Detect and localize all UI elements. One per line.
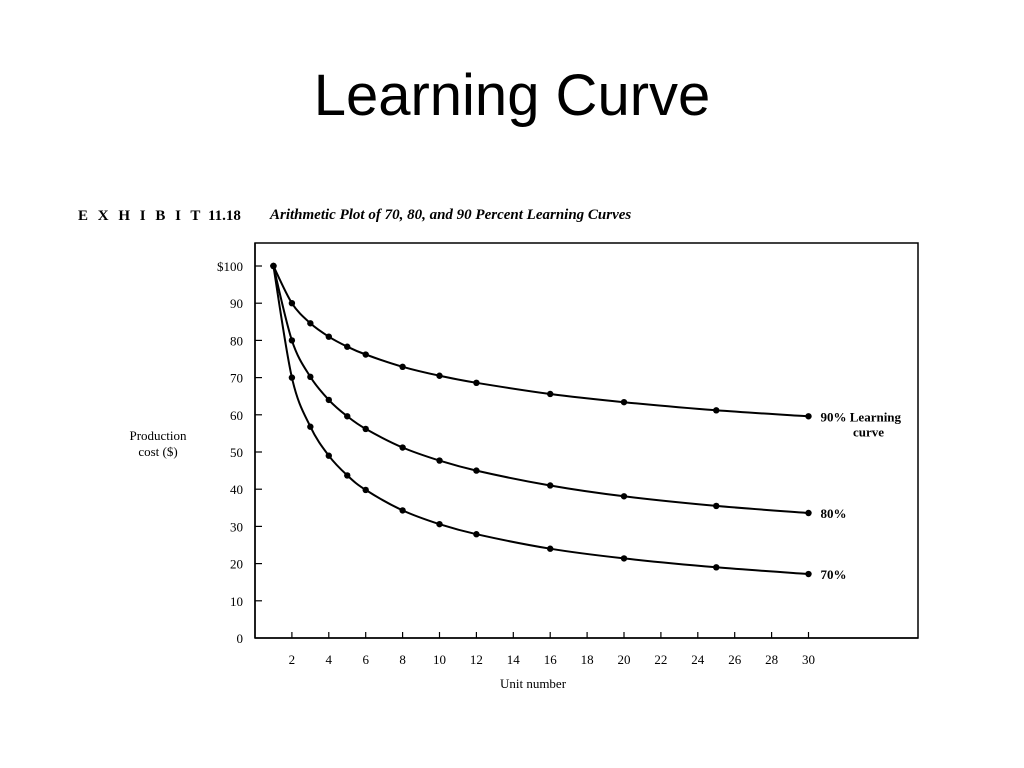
data-point (362, 425, 369, 433)
data-point (344, 413, 351, 420)
x-tick-label: 12 (470, 652, 483, 667)
data-point (805, 509, 812, 517)
x-ticks: 2 4 6 8 10 12 14 16 18 20 22 24 26 28 30 (289, 632, 815, 667)
data-point (547, 390, 554, 398)
data-point (362, 351, 369, 358)
data-point (362, 486, 369, 494)
data-point (547, 482, 554, 489)
x-tick-label: 4 (326, 652, 333, 667)
series-label: 80% (821, 506, 847, 521)
y-tick-label: $100 (217, 259, 243, 274)
series-label: curve (853, 424, 884, 439)
data-point (399, 444, 406, 451)
data-point (436, 520, 443, 528)
data-point (325, 396, 332, 404)
y-tick-label: 30 (230, 519, 243, 534)
data-point (473, 467, 480, 474)
data-point (620, 555, 628, 562)
y-tick-label: 80 (230, 333, 243, 348)
x-tick-label: 24 (691, 652, 705, 667)
data-point (325, 333, 332, 340)
data-point (307, 373, 314, 381)
data-point (288, 300, 296, 307)
data-point (344, 343, 351, 350)
exhibit-caption: Arithmetic Plot of 70, 80, and 90 Percen… (270, 207, 632, 223)
data-point (307, 423, 314, 430)
series-label: 90% Learning (821, 409, 902, 424)
y-tick-label: 0 (237, 631, 244, 646)
data-point (473, 379, 480, 387)
data-point (713, 564, 720, 571)
y-tick-label: 10 (230, 594, 243, 609)
data-point (547, 545, 554, 552)
data-point (288, 337, 296, 344)
x-tick-label: 8 (399, 652, 406, 667)
slide-title: Learning Curve (313, 63, 711, 128)
data-point (270, 262, 277, 270)
data-point (620, 398, 628, 406)
y-tick-label: 90 (230, 296, 243, 311)
data-point (399, 363, 406, 371)
data-point (620, 493, 628, 500)
data-point (399, 507, 406, 514)
y-tick-label: 50 (230, 445, 243, 460)
series-line (272, 265, 809, 418)
data-point (713, 502, 720, 510)
x-axis-title: Unit number (500, 676, 567, 691)
y-tick-label: 40 (230, 482, 243, 497)
data-point (473, 531, 480, 538)
x-tick-label: 26 (728, 652, 742, 667)
x-tick-label: 20 (618, 652, 631, 667)
series-line (272, 265, 809, 514)
data-point (325, 452, 332, 459)
y-tick-label: 60 (230, 408, 243, 423)
x-tick-label: 6 (362, 652, 369, 667)
exhibit-label: E X H I B I T (78, 208, 204, 224)
data-point (713, 407, 720, 414)
x-tick-label: 10 (433, 652, 446, 667)
y-tick-label: 20 (230, 557, 243, 572)
x-tick-label: 30 (802, 652, 815, 667)
x-tick-label: 14 (507, 652, 521, 667)
y-axis-title-line-2: cost ($) (138, 444, 177, 459)
y-tick-label: 70 (230, 371, 243, 386)
data-point (436, 457, 443, 464)
data-point (307, 320, 314, 327)
series-label: 70% (821, 567, 847, 582)
data-point (436, 372, 443, 379)
exhibit-number: 11.18 (208, 208, 241, 224)
data-point (805, 413, 812, 420)
plot-frame (254, 242, 919, 639)
data-point (344, 472, 351, 479)
x-tick-label: 18 (581, 652, 594, 667)
y-ticks: 0 10 20 30 40 50 60 70 80 90 $100 (217, 259, 262, 646)
x-tick-label: 28 (765, 652, 778, 667)
x-tick-label: 22 (654, 652, 667, 667)
x-tick-label: 2 (289, 652, 296, 667)
data-point (288, 374, 296, 381)
x-tick-label: 16 (544, 652, 558, 667)
data-point (805, 570, 812, 578)
y-axis-title-line-1: Production (129, 428, 187, 443)
